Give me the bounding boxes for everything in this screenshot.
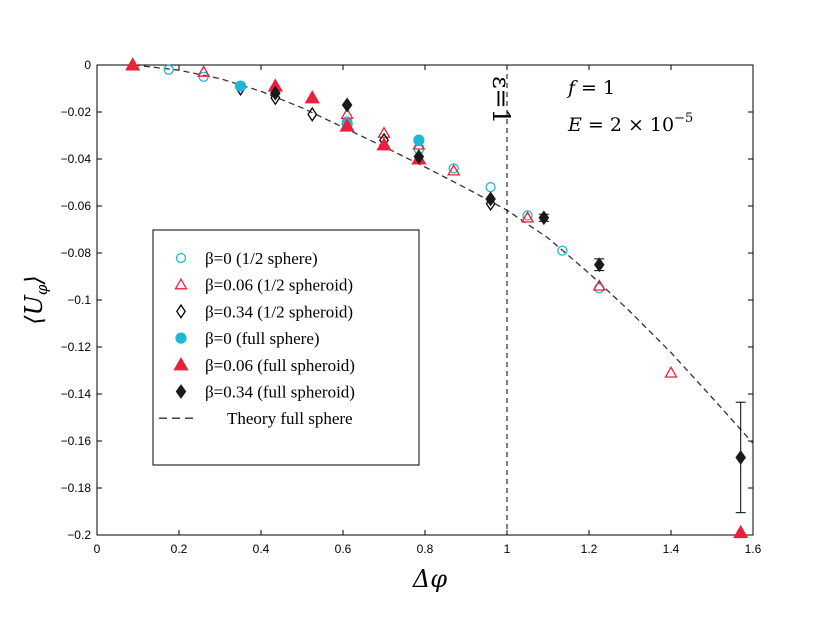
- legend-marker: [174, 277, 188, 290]
- annotation-E: E = 2 × 10−5: [567, 111, 693, 136]
- data-point: [270, 85, 281, 101]
- series-3: [234, 80, 425, 146]
- legend-label: Theory full sphere: [227, 409, 353, 428]
- series-5: [270, 85, 746, 514]
- data-point: [592, 279, 606, 291]
- data-point: [447, 163, 461, 176]
- y-tick-label: −0.04: [61, 152, 92, 166]
- legend-box: [152, 229, 420, 466]
- y-tick-label: −0.1: [67, 293, 91, 307]
- y-tick-label: −0.18: [61, 481, 92, 495]
- data-point: [485, 182, 496, 193]
- theory-line: [133, 64, 754, 444]
- data-point: [485, 191, 496, 207]
- y-tick-label: −0.14: [61, 387, 92, 401]
- data-point: [163, 64, 174, 75]
- data-point: [413, 134, 425, 146]
- legend-label: β=0.34 (full spheroid): [205, 383, 355, 402]
- y-tick-label: −0.02: [61, 105, 92, 119]
- data-point: [376, 137, 392, 151]
- x-tick-label: 0.8: [417, 542, 434, 556]
- data-points: [125, 57, 749, 539]
- x-tick-label: 1.4: [663, 542, 680, 556]
- data-point: [196, 65, 211, 77]
- y-tick-label: 0: [84, 58, 91, 72]
- data-point: [413, 149, 425, 165]
- data-point: [339, 118, 355, 132]
- y-tick-label: −0.2: [67, 528, 91, 542]
- data-point: [304, 90, 320, 104]
- data-point: [538, 210, 550, 226]
- legend-marker: [176, 303, 186, 319]
- x-tick-label: 1.6: [745, 542, 762, 556]
- x-tick-label: 0: [94, 542, 101, 556]
- data-point: [234, 80, 247, 92]
- data-point: [557, 245, 568, 256]
- data-point: [377, 126, 391, 138]
- legend-label: β=0.06 (full spheroid): [205, 356, 355, 375]
- legend-label: β=0 (1/2 sphere): [205, 249, 318, 268]
- data-point: [735, 450, 746, 465]
- series-1: [196, 65, 678, 378]
- data-point: [448, 163, 459, 174]
- y-tick-label: −0.06: [61, 199, 92, 213]
- x-tick-label: 1: [504, 542, 511, 556]
- series-2: [235, 81, 496, 212]
- x-tick-label: 0.4: [253, 542, 270, 556]
- data-point: [307, 106, 318, 122]
- annotation-f: f = 1: [566, 77, 615, 99]
- y-tick-label: −0.12: [61, 340, 92, 354]
- legend-marker: [175, 252, 187, 264]
- legend-marker: [173, 356, 189, 371]
- y-tick-label: −0.16: [61, 434, 92, 448]
- axis-ticks: 0 0.2 0.4 0.6 0.8 1 1.2 1.4 1.6 0 −0.02 −0.04 −0.06 −…: [61, 58, 762, 556]
- legend-marker: [175, 384, 187, 399]
- y-tick-label: −0.08: [61, 246, 92, 260]
- data-point: [593, 257, 605, 273]
- legend-label: β=0.06 (1/2 spheroid): [205, 276, 353, 295]
- x-tick-label: 0.6: [335, 542, 352, 556]
- x-tick-label: 1.2: [581, 542, 598, 556]
- legend-marker: [175, 332, 187, 344]
- theory-curve: [133, 64, 754, 444]
- legend-label: β=0.34 (1/2 spheroid): [205, 302, 353, 321]
- legend: β=0 (1/2 sphere) β=0.06 (1/2 spheroid) β=0…: [152, 229, 420, 466]
- data-point: [125, 57, 141, 71]
- data-point: [522, 210, 533, 221]
- y-axis-label: ⟨Uφ⟩: [20, 275, 51, 325]
- data-point: [733, 524, 749, 539]
- epsilon-label: ε=1: [487, 76, 515, 124]
- data-point: [520, 210, 535, 223]
- x-axis-label: Δφ: [412, 565, 447, 593]
- data-point: [341, 97, 353, 113]
- legend-label: β=0 (full sphere): [205, 329, 320, 348]
- svg-text:⟨Uφ⟩: ⟨Uφ⟩: [20, 275, 51, 325]
- data-point: [664, 366, 678, 378]
- x-tick-label: 0.2: [171, 542, 188, 556]
